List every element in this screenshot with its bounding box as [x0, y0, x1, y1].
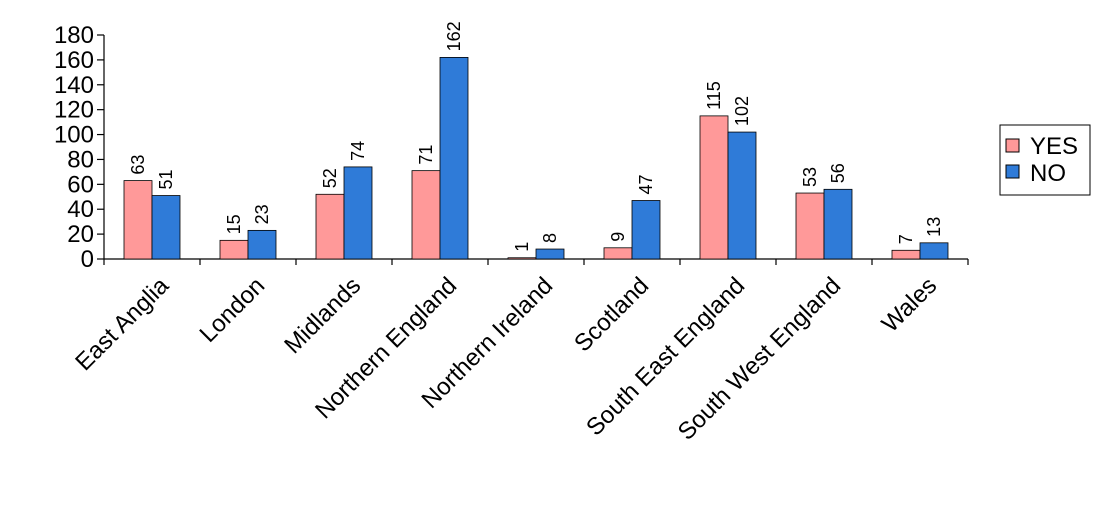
data-label-no: 74: [348, 141, 368, 161]
category-label: Wales: [877, 272, 943, 338]
bar-yes: [603, 247, 633, 260]
y-tick-label: 160: [54, 47, 94, 74]
bar-no: [151, 195, 181, 260]
bar-no: [823, 188, 853, 260]
category-label: Scotland: [569, 272, 654, 357]
data-label-no: 47: [636, 174, 656, 194]
data-label-yes: 15: [224, 214, 244, 234]
y-tick-label: 80: [67, 146, 94, 173]
bar-yes: [411, 170, 441, 260]
data-label-yes: 9: [608, 232, 628, 242]
legend: YES NO: [999, 124, 1091, 196]
y-tick-label: 40: [67, 196, 94, 223]
bar-yes: [219, 239, 249, 260]
y-tick-label: 140: [54, 72, 94, 99]
y-tick-label: 120: [54, 97, 94, 124]
bar-no: [343, 166, 373, 260]
bars: [123, 57, 949, 260]
bar-yes: [795, 192, 825, 260]
bar-yes: [699, 115, 729, 260]
bar-yes: [123, 180, 153, 260]
category-label: South West England: [673, 272, 847, 446]
data-label-yes: 71: [416, 145, 436, 165]
legend-swatch-yes: [1005, 138, 1020, 153]
y-tick-label: 100: [54, 122, 94, 149]
data-label-no: 56: [828, 163, 848, 183]
data-label-yes: 1: [512, 242, 532, 252]
legend-swatch-no: [1005, 164, 1020, 179]
category-label: Midlands: [279, 272, 366, 359]
data-label-no: 23: [252, 204, 272, 224]
bar-no: [247, 229, 277, 260]
data-label-yes: 115: [704, 81, 724, 110]
y-tick-label: 0: [81, 246, 94, 273]
data-label-yes: 7: [896, 234, 916, 244]
bar-no: [727, 131, 757, 260]
data-label-no: 51: [156, 170, 176, 190]
data-label-yes: 63: [128, 155, 148, 175]
bar-no: [535, 248, 565, 260]
bar-no: [631, 200, 661, 260]
data-label-no: 8: [540, 233, 560, 243]
category-label: East Anglia: [70, 272, 174, 376]
bar-yes: [315, 193, 345, 260]
data-label-yes: 53: [800, 167, 820, 187]
y-tick-label: 60: [67, 171, 94, 198]
data-label-no: 102: [732, 96, 752, 126]
legend-label-yes: YES: [1030, 133, 1078, 160]
bar-yes: [891, 249, 921, 260]
legend-label-no: NO: [1030, 160, 1066, 187]
bar-no: [919, 242, 949, 260]
y-tick-label: 20: [67, 221, 94, 248]
bar-no: [439, 57, 469, 260]
y-tick-label: 180: [54, 22, 94, 49]
data-label-no: 13: [924, 217, 944, 237]
category-label: South East England: [581, 272, 750, 441]
bar-yes: [507, 257, 537, 260]
data-label-no: 162: [444, 21, 464, 51]
data-label-yes: 52: [320, 168, 340, 188]
legend-box: [999, 124, 1091, 196]
category-label: London: [195, 272, 271, 348]
